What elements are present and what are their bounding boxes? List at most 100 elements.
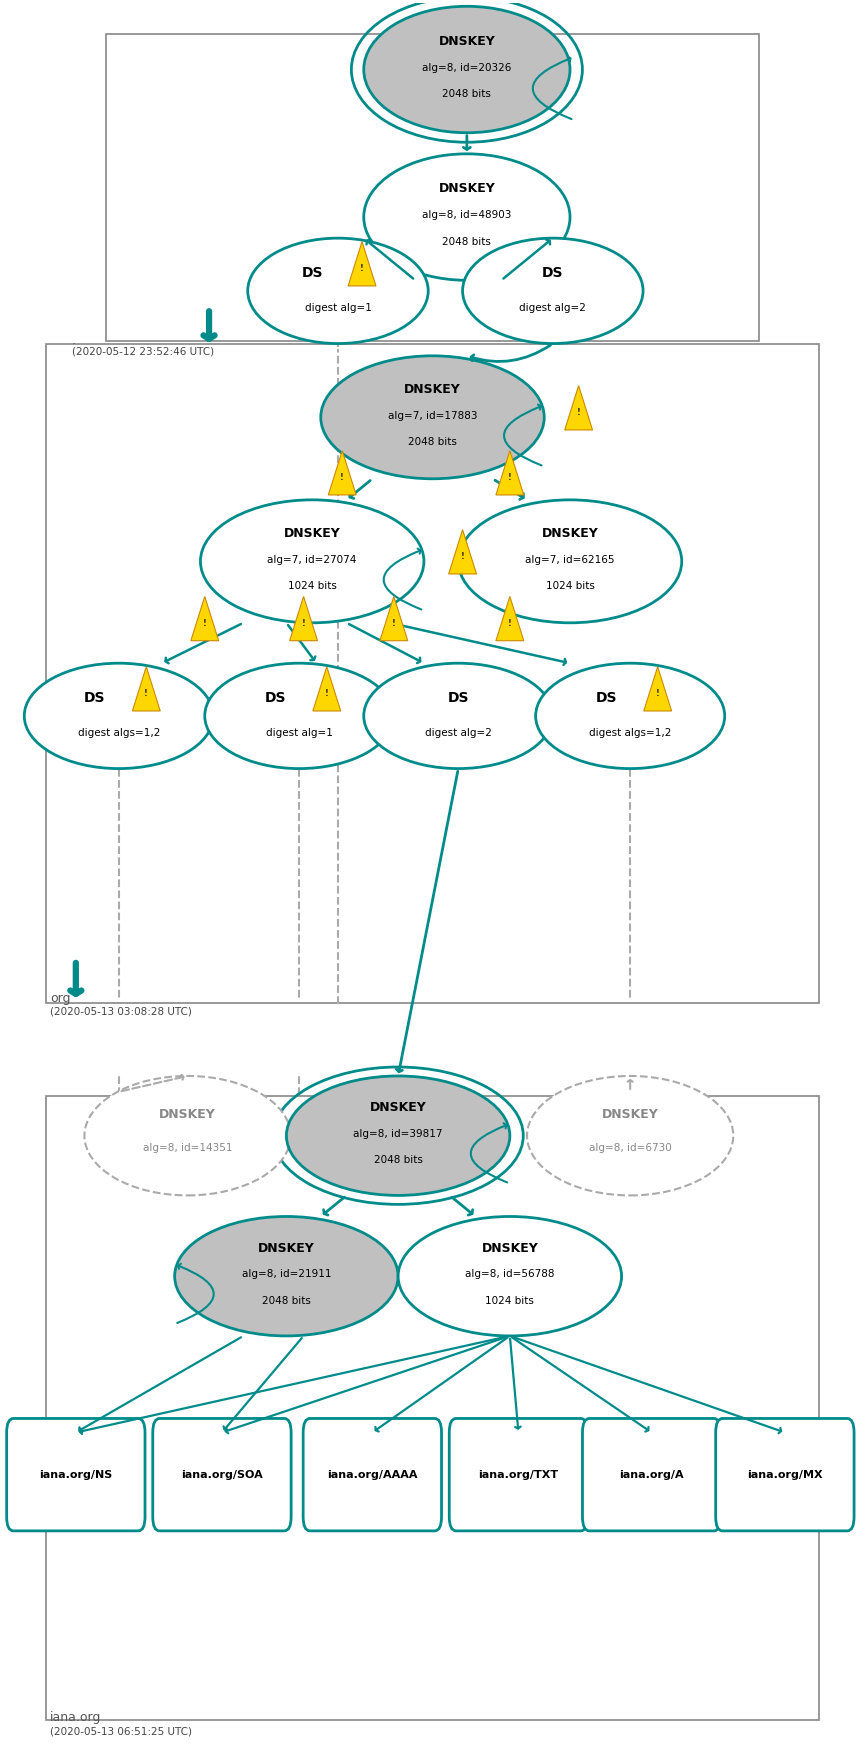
Text: DS: DS <box>447 691 469 705</box>
Ellipse shape <box>286 1077 509 1195</box>
Text: 2048 bits: 2048 bits <box>374 1156 423 1165</box>
Ellipse shape <box>85 1077 291 1195</box>
Text: DNSKEY: DNSKEY <box>284 527 341 539</box>
Text: DNSKEY: DNSKEY <box>541 527 599 539</box>
Text: alg=7, id=17883: alg=7, id=17883 <box>388 411 477 421</box>
Text: !: ! <box>508 472 512 483</box>
Text: alg=8, id=14351: alg=8, id=14351 <box>143 1144 233 1152</box>
Text: (2020-05-13 03:08:28 UTC): (2020-05-13 03:08:28 UTC) <box>50 1006 192 1017</box>
Polygon shape <box>496 597 524 641</box>
Text: DNSKEY: DNSKEY <box>369 1101 426 1114</box>
Ellipse shape <box>527 1077 734 1195</box>
Text: alg=8, id=56788: alg=8, id=56788 <box>465 1269 554 1279</box>
Text: 2048 bits: 2048 bits <box>262 1295 311 1306</box>
Text: 1024 bits: 1024 bits <box>485 1295 535 1306</box>
Text: .: . <box>72 333 75 347</box>
Text: org: org <box>50 992 71 1004</box>
Text: !: ! <box>302 618 305 627</box>
Ellipse shape <box>463 238 643 344</box>
Text: digest algs=1,2: digest algs=1,2 <box>78 728 160 738</box>
Text: digest alg=1: digest alg=1 <box>304 303 371 314</box>
Text: digest algs=1,2: digest algs=1,2 <box>589 728 671 738</box>
Text: 2048 bits: 2048 bits <box>408 437 457 448</box>
Text: !: ! <box>202 618 207 627</box>
Bar <box>46 344 819 1003</box>
Text: DNSKEY: DNSKEY <box>482 1242 538 1255</box>
FancyBboxPatch shape <box>153 1418 292 1531</box>
Ellipse shape <box>247 238 428 344</box>
Polygon shape <box>380 597 407 641</box>
Text: digest alg=2: digest alg=2 <box>519 303 586 314</box>
FancyBboxPatch shape <box>7 1418 145 1531</box>
Text: !: ! <box>508 618 512 627</box>
Text: (2020-05-13 06:51:25 UTC): (2020-05-13 06:51:25 UTC) <box>50 1727 192 1737</box>
Text: DS: DS <box>265 691 286 705</box>
Text: DNSKEY: DNSKEY <box>439 183 496 196</box>
Polygon shape <box>565 386 593 430</box>
Text: iana.org/MX: iana.org/MX <box>747 1470 823 1480</box>
Text: (2020-05-12 23:52:46 UTC): (2020-05-12 23:52:46 UTC) <box>72 345 214 356</box>
Ellipse shape <box>398 1216 622 1336</box>
Text: 2048 bits: 2048 bits <box>442 90 491 99</box>
Ellipse shape <box>364 153 570 280</box>
Text: alg=7, id=62165: alg=7, id=62165 <box>525 555 615 564</box>
Ellipse shape <box>535 663 725 768</box>
Polygon shape <box>313 666 341 712</box>
Text: DNSKEY: DNSKEY <box>602 1108 658 1121</box>
Text: !: ! <box>144 689 148 698</box>
Text: alg=8, id=39817: alg=8, id=39817 <box>354 1129 443 1138</box>
Text: DS: DS <box>301 266 323 280</box>
Text: !: ! <box>325 689 329 698</box>
Ellipse shape <box>364 7 570 132</box>
Bar <box>46 1096 819 1720</box>
Polygon shape <box>644 666 671 712</box>
Text: !: ! <box>360 264 364 273</box>
Text: DS: DS <box>84 691 106 705</box>
Text: digest alg=2: digest alg=2 <box>425 728 491 738</box>
Text: iana.org/SOA: iana.org/SOA <box>181 1470 263 1480</box>
Text: alg=8, id=6730: alg=8, id=6730 <box>589 1144 671 1152</box>
Text: alg=8, id=21911: alg=8, id=21911 <box>241 1269 331 1279</box>
Text: iana.org/A: iana.org/A <box>619 1470 684 1480</box>
FancyBboxPatch shape <box>582 1418 721 1531</box>
FancyBboxPatch shape <box>715 1418 854 1531</box>
Polygon shape <box>191 597 219 641</box>
Text: 1024 bits: 1024 bits <box>546 581 594 590</box>
Text: !: ! <box>656 689 660 698</box>
Text: DS: DS <box>595 691 617 705</box>
Text: iana.org/AAAA: iana.org/AAAA <box>327 1470 418 1480</box>
Polygon shape <box>449 530 477 574</box>
Text: alg=7, id=27074: alg=7, id=27074 <box>267 555 357 564</box>
Polygon shape <box>290 597 317 641</box>
Text: DNSKEY: DNSKEY <box>404 382 461 396</box>
Ellipse shape <box>321 356 544 479</box>
Ellipse shape <box>201 500 424 622</box>
Text: alg=8, id=20326: alg=8, id=20326 <box>422 63 511 72</box>
Text: !: ! <box>340 472 344 483</box>
FancyBboxPatch shape <box>303 1418 441 1531</box>
Polygon shape <box>329 451 356 495</box>
Text: DNSKEY: DNSKEY <box>439 35 496 48</box>
Polygon shape <box>496 451 524 495</box>
Ellipse shape <box>458 500 682 622</box>
Polygon shape <box>132 666 160 712</box>
Text: !: ! <box>392 618 396 627</box>
Text: DS: DS <box>542 266 564 280</box>
Text: !: ! <box>577 409 580 418</box>
Text: !: ! <box>461 552 465 560</box>
Text: digest alg=1: digest alg=1 <box>266 728 333 738</box>
Ellipse shape <box>175 1216 398 1336</box>
Text: alg=8, id=48903: alg=8, id=48903 <box>422 210 511 220</box>
Text: DNSKEY: DNSKEY <box>258 1242 315 1255</box>
Text: 2048 bits: 2048 bits <box>442 236 491 247</box>
Text: DNSKEY: DNSKEY <box>159 1108 216 1121</box>
Text: iana.org/TXT: iana.org/TXT <box>478 1470 559 1480</box>
Ellipse shape <box>364 663 553 768</box>
Ellipse shape <box>205 663 394 768</box>
FancyBboxPatch shape <box>449 1418 587 1531</box>
Text: iana.org/NS: iana.org/NS <box>39 1470 112 1480</box>
Text: 1024 bits: 1024 bits <box>288 581 336 590</box>
Polygon shape <box>348 241 376 285</box>
Text: iana.org: iana.org <box>50 1711 101 1723</box>
Ellipse shape <box>24 663 214 768</box>
